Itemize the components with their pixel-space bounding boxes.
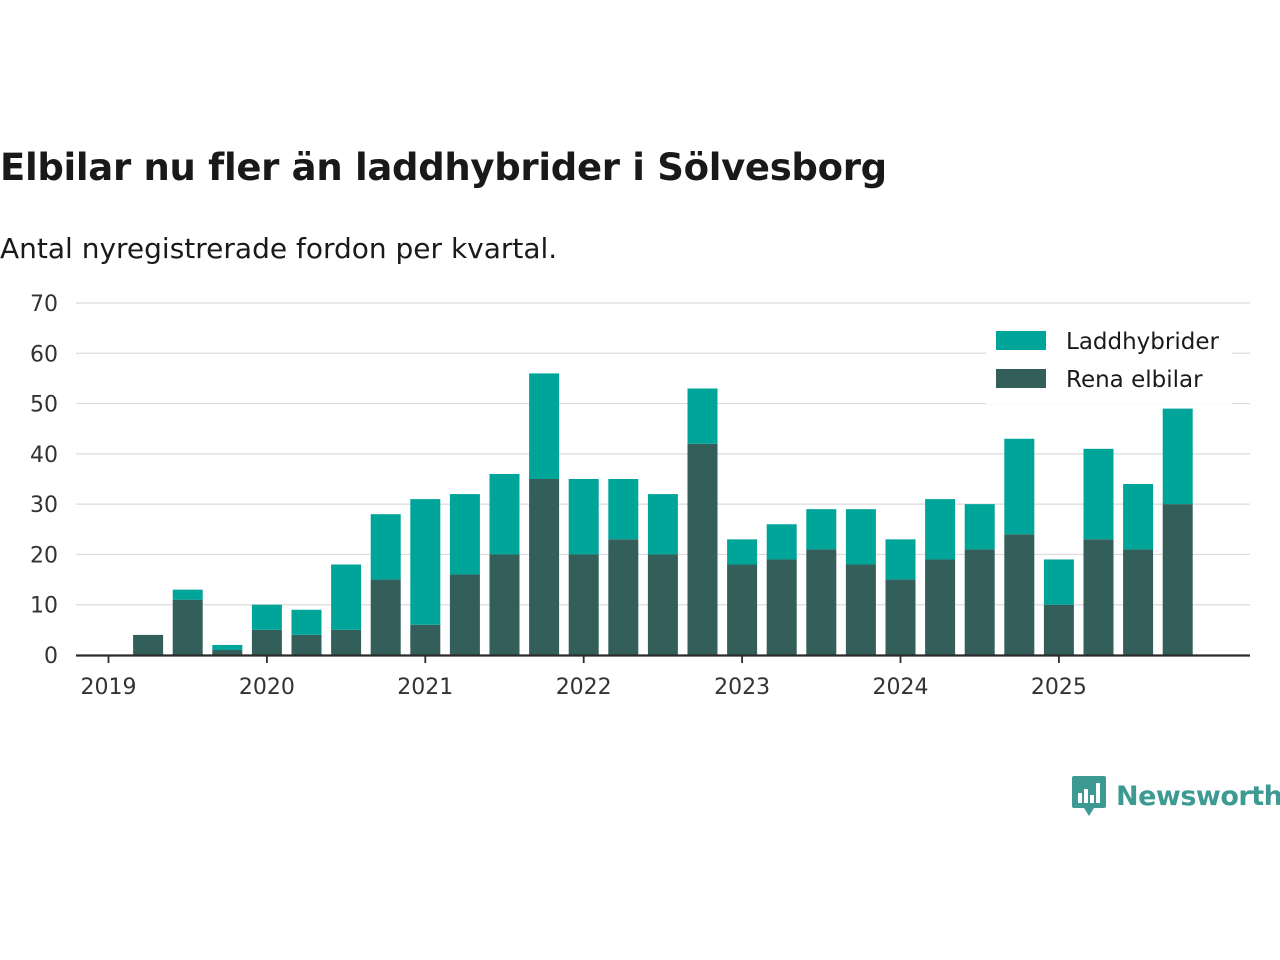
bar-rena-elbilar: [331, 629, 362, 655]
bar-laddhybrider: [489, 473, 520, 555]
legend: Laddhybrider Rena elbilar: [986, 322, 1232, 404]
bar-rena-elbilar: [172, 599, 203, 655]
bar-laddhybrider: [766, 524, 797, 560]
bar-rena-elbilar: [1083, 539, 1114, 655]
bar-rena-elbilar: [529, 479, 560, 655]
bar-laddhybrider: [529, 373, 560, 479]
bar-laddhybrider: [331, 564, 362, 630]
bar-rena-elbilar: [489, 554, 520, 655]
bar-rena-elbilar: [1043, 604, 1074, 655]
bar-rena-elbilar: [449, 574, 480, 655]
x-tick-label: 2025: [1031, 675, 1087, 700]
bar-laddhybrider: [727, 539, 758, 565]
bar-rena-elbilar: [964, 549, 995, 655]
bar-laddhybrider: [806, 509, 837, 550]
bar-laddhybrider: [568, 479, 599, 555]
y-tick-label: 60: [30, 342, 58, 367]
bar-laddhybrider: [1123, 484, 1154, 550]
bar-rena-elbilar: [133, 634, 164, 655]
x-tick-label: 2023: [714, 675, 770, 700]
y-tick-label: 10: [30, 594, 58, 619]
bar-laddhybrider: [845, 509, 876, 565]
brand-name: Newsworthy: [1116, 780, 1280, 812]
bar-rena-elbilar: [1004, 534, 1035, 655]
bar-laddhybrider: [687, 388, 718, 444]
bar-rena-elbilar: [647, 554, 678, 655]
chart-subtitle: Antal nyregistrerade fordon per kvartal.: [0, 232, 558, 265]
bar-rena-elbilar: [925, 559, 956, 655]
bar-laddhybrider: [172, 589, 203, 600]
legend-swatch: [996, 369, 1046, 388]
legend-label: Laddhybrider: [1066, 329, 1219, 355]
bar-laddhybrider: [1004, 438, 1035, 535]
bar-rena-elbilar: [1162, 504, 1193, 655]
bar-laddhybrider: [449, 494, 480, 575]
newsworthy-logo-icon: [1072, 776, 1106, 816]
bar-laddhybrider: [212, 644, 243, 650]
bar-laddhybrider: [925, 499, 956, 560]
bar-rena-elbilar: [212, 649, 243, 655]
bar-rena-elbilar: [608, 539, 639, 655]
x-tick-label: 2021: [397, 675, 453, 700]
x-axis-ticks: 2019 2020 2021 2022 2023 2024 2025: [81, 655, 1087, 700]
bar-laddhybrider: [410, 499, 441, 625]
x-tick-label: 2022: [556, 675, 612, 700]
legend-swatch: [996, 331, 1046, 350]
bar-rena-elbilar: [370, 579, 401, 655]
bar-rena-elbilar: [291, 634, 322, 655]
bar-laddhybrider: [1083, 448, 1114, 540]
bar-laddhybrider: [251, 604, 282, 630]
y-axis-ticks: 0 10 20 30 40 50 60 70: [30, 292, 58, 669]
bar-laddhybrider: [291, 609, 322, 635]
bar-laddhybrider: [1043, 559, 1074, 605]
bar-rena-elbilar: [727, 564, 758, 655]
brand-logo: Newsworthy: [1072, 776, 1280, 816]
bars: [133, 373, 1193, 655]
chart-title: Elbilar nu fler än laddhybrider i Sölves…: [0, 146, 887, 189]
bar-laddhybrider: [608, 479, 639, 540]
x-tick-label: 2020: [239, 675, 295, 700]
y-tick-label: 0: [44, 644, 58, 669]
bar-laddhybrider: [1162, 408, 1193, 505]
bar-rena-elbilar: [687, 443, 718, 655]
bar-laddhybrider: [647, 494, 678, 555]
y-tick-label: 20: [30, 543, 58, 568]
bar-rena-elbilar: [806, 549, 837, 655]
bar-rena-elbilar: [251, 629, 282, 655]
y-tick-label: 30: [30, 493, 58, 518]
bar-rena-elbilar: [568, 554, 599, 655]
y-tick-label: 70: [30, 292, 58, 317]
bar-laddhybrider: [370, 514, 401, 580]
bar-rena-elbilar: [845, 564, 876, 655]
bar-rena-elbilar: [885, 579, 916, 655]
x-tick-label: 2019: [81, 675, 137, 700]
x-tick-label: 2024: [873, 675, 929, 700]
bar-laddhybrider: [964, 504, 995, 550]
y-tick-label: 50: [30, 393, 58, 418]
bar-rena-elbilar: [410, 624, 441, 655]
bar-laddhybrider: [885, 539, 916, 580]
y-tick-label: 40: [30, 443, 58, 468]
bar-rena-elbilar: [766, 559, 797, 655]
legend-label: Rena elbilar: [1066, 367, 1203, 393]
bar-rena-elbilar: [1123, 549, 1154, 655]
